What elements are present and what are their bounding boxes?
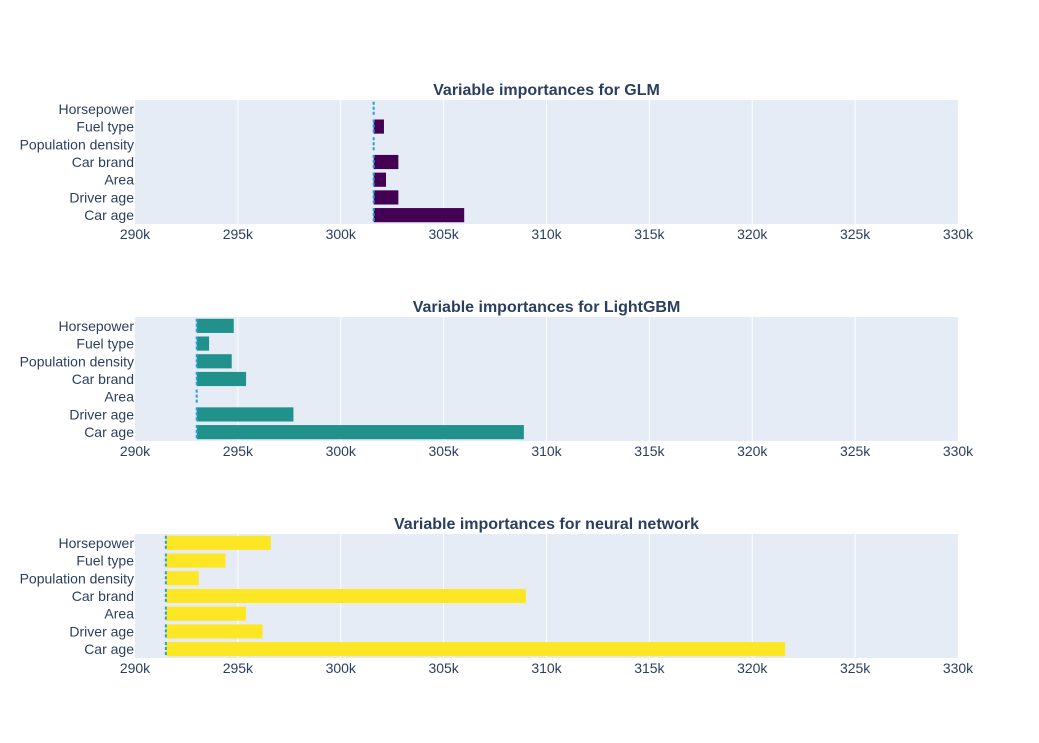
- x-tick-label: 330k: [943, 226, 974, 242]
- y-tick-label: Horsepower: [59, 101, 135, 117]
- chart-panel-1: 290k 295k 300k 305k 310k 315k 320k 325k 330k Vari…: [20, 299, 975, 459]
- y-tick-label: Area: [104, 172, 134, 188]
- bar: [373, 154, 399, 170]
- bar: [373, 119, 384, 134]
- chart-title: Variable importances for GLM: [433, 82, 660, 99]
- bar: [165, 553, 226, 568]
- bar: [165, 606, 247, 621]
- bar: [196, 407, 294, 422]
- bar: [165, 535, 271, 550]
- bar: [373, 208, 465, 223]
- y-tick-label: Car brand: [72, 154, 134, 170]
- y-tick-label: Driver age: [69, 189, 134, 205]
- y-tick-label: Area: [104, 389, 134, 405]
- y-tick-label: Population density: [20, 353, 134, 369]
- x-tick-label: 325k: [840, 226, 871, 242]
- bar: [373, 190, 399, 205]
- x-tick-label: 310k: [531, 443, 562, 459]
- x-tick-label: 300k: [326, 226, 357, 242]
- bar: [196, 371, 247, 387]
- x-tick-label: 330k: [943, 660, 974, 676]
- y-tick-label: Car age: [84, 424, 134, 440]
- x-tick-label: 320k: [737, 226, 768, 242]
- y-tick-label: Horsepower: [59, 535, 135, 551]
- x-tick-label: 295k: [223, 226, 254, 242]
- y-tick-label: Area: [104, 606, 134, 622]
- y-tick-label: Population density: [20, 570, 134, 586]
- chart-title: Variable importances for neural network: [394, 516, 699, 533]
- chart-title: Variable importances for LightGBM: [413, 299, 681, 316]
- chart-panel-0: 290k 295k 300k 305k 310k 315k 320k 325k 330k Vari…: [20, 82, 975, 242]
- bar: [196, 425, 524, 440]
- y-tick-label: Car brand: [72, 371, 134, 387]
- y-tick-label: Fuel type: [76, 553, 134, 569]
- bar: [165, 571, 199, 586]
- x-tick-label: 295k: [223, 660, 254, 676]
- x-tick-label: 305k: [428, 226, 459, 242]
- x-tick-label: 330k: [943, 443, 974, 459]
- x-tick-label: 300k: [326, 660, 357, 676]
- x-tick-label: 320k: [737, 443, 768, 459]
- x-tick-label: 315k: [634, 660, 665, 676]
- chart-panel-2: 290k 295k 300k 305k 310k 315k 320k 325k 330k Vari…: [20, 516, 975, 676]
- bar: [196, 318, 234, 333]
- y-tick-label: Driver age: [69, 406, 134, 422]
- y-tick-label: Car brand: [72, 588, 134, 604]
- y-tick-label: Horsepower: [59, 318, 135, 334]
- x-tick-label: 295k: [223, 443, 254, 459]
- x-tick-label: 310k: [531, 660, 562, 676]
- x-tick-label: 305k: [428, 660, 459, 676]
- bar: [196, 354, 232, 369]
- y-tick-label: Fuel type: [76, 119, 134, 135]
- x-tick-label: 325k: [840, 660, 871, 676]
- bar: [165, 624, 263, 639]
- x-tick-label: 315k: [634, 443, 665, 459]
- y-tick-label: Car age: [84, 207, 134, 223]
- x-tick-label: 325k: [840, 443, 871, 459]
- y-tick-label: Car age: [84, 641, 134, 657]
- bar: [165, 642, 786, 657]
- y-tick-label: Fuel type: [76, 336, 134, 352]
- x-tick-label: 305k: [428, 443, 459, 459]
- bar: [373, 172, 387, 187]
- y-tick-label: Population density: [20, 136, 134, 152]
- x-tick-label: 315k: [634, 226, 665, 242]
- x-tick-label: 300k: [326, 443, 357, 459]
- x-tick-label: 310k: [531, 226, 562, 242]
- bar: [196, 336, 210, 351]
- x-tick-label: 290k: [120, 443, 151, 459]
- x-tick-label: 290k: [120, 660, 151, 676]
- x-tick-label: 320k: [737, 660, 768, 676]
- bar: [165, 588, 526, 604]
- x-tick-label: 290k: [120, 226, 151, 242]
- y-tick-label: Driver age: [69, 623, 134, 639]
